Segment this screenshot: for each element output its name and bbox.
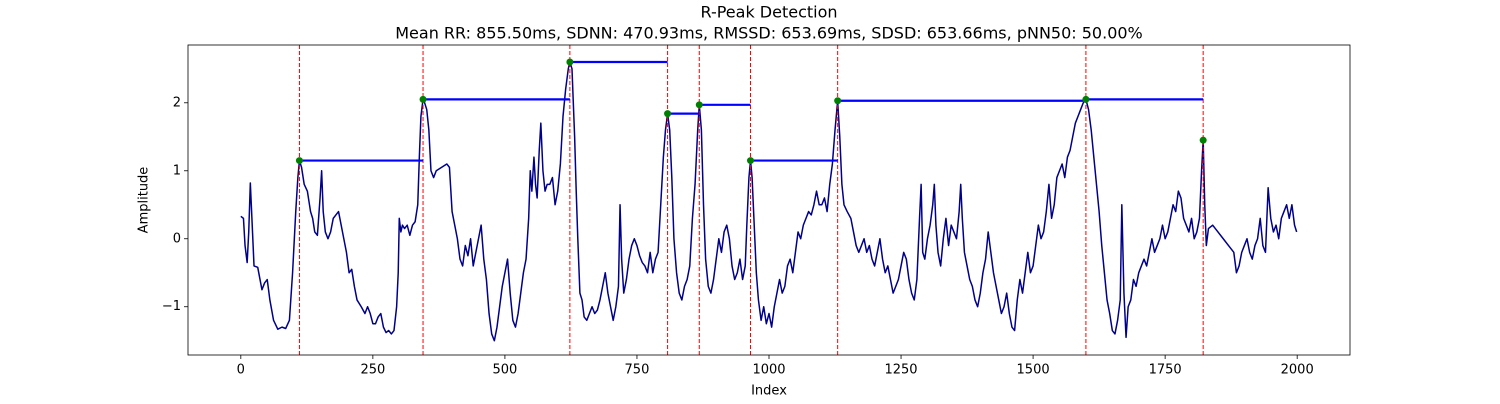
signal-line [240, 61, 1298, 342]
plot-frame [187, 44, 1351, 356]
x-tick-label: 0 [237, 363, 245, 378]
r-peak [834, 97, 842, 105]
r-peak [1199, 136, 1207, 144]
y-tick-label: 2 [173, 95, 181, 110]
x-tick-label: 1500 [1017, 363, 1050, 378]
x-axis-label: Index [751, 384, 787, 399]
chart-title: R-Peak Detection [700, 3, 837, 22]
r-peak [747, 157, 755, 165]
y-axis-label: Amplitude [137, 167, 152, 234]
x-tick-label: 500 [492, 363, 517, 378]
r-peak [566, 58, 574, 66]
chart-subtitle: Mean RR: 855.50ms, SDNN: 470.93ms, RMSSD… [395, 24, 1143, 43]
r-peak [695, 101, 703, 109]
x-tick-label: 1750 [1149, 363, 1182, 378]
x-tick-label: 750 [625, 363, 650, 378]
x-tick-label: 2000 [1281, 363, 1314, 378]
r-peak [1082, 95, 1090, 103]
x-tick-label: 250 [360, 363, 385, 378]
y-tick-label: 0 [173, 231, 181, 246]
r-peak [295, 157, 303, 165]
r-peak [664, 110, 672, 118]
y-tick-label: 1 [173, 163, 181, 178]
x-tick-label: 1000 [752, 363, 785, 378]
r-peak [419, 95, 427, 103]
y-tick-label: −1 [162, 299, 181, 314]
x-tick-label: 1250 [884, 363, 917, 378]
